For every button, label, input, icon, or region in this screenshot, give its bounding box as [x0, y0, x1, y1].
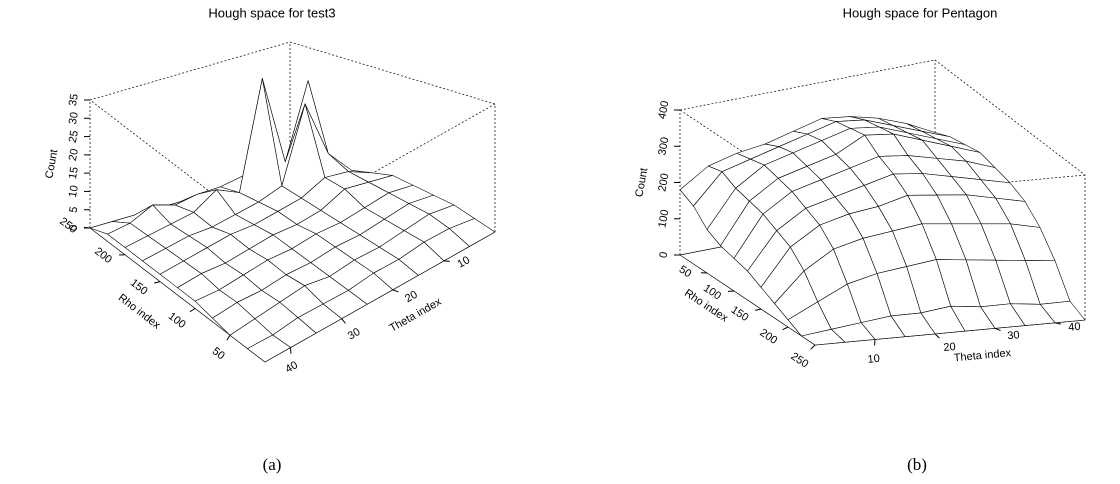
x-tick-label: 40 — [1068, 321, 1081, 334]
z-tick-label: 25 — [67, 129, 81, 143]
z-axis-label: Count — [633, 167, 650, 198]
z-tick-label: 300 — [656, 136, 671, 156]
z-tick-label: 15 — [67, 166, 81, 180]
z-axis-label: Count — [43, 148, 60, 179]
y-tick — [226, 334, 231, 341]
z-tick-label: 30 — [67, 111, 81, 125]
y-axis-label: Rho index — [116, 292, 163, 332]
z-tick-label: 200 — [656, 172, 671, 192]
z-tick-label: 0 — [67, 224, 80, 232]
z-tick-label: 0 — [657, 251, 670, 259]
y-tick-label: 100 — [166, 310, 188, 331]
y-tick-label: 200 — [92, 245, 114, 266]
y-tick — [154, 281, 161, 284]
x-tick-label: 20 — [943, 341, 956, 354]
x-tick-label: 30 — [1007, 329, 1020, 342]
x-tick-label: 40 — [283, 359, 300, 375]
y-tick-label: 150 — [729, 304, 751, 324]
x-tick-label: 10 — [867, 353, 880, 366]
y-tick — [810, 344, 816, 350]
z-tick-label: 10 — [67, 184, 81, 198]
x-tick-label: 30 — [346, 326, 363, 342]
x-tick — [994, 327, 1001, 332]
chart-title: Hough space for Pentagon — [843, 5, 998, 20]
box-edge — [679, 59, 936, 111]
z-tick-label: 20 — [67, 148, 81, 162]
y-tick — [782, 326, 789, 331]
chart-title: Hough space for test3 — [208, 5, 335, 20]
y-tick-label: 50 — [210, 345, 227, 362]
caption: (b) — [907, 455, 927, 474]
z-tick-label: 100 — [656, 209, 671, 229]
box-edge — [289, 41, 496, 105]
y-tick-label: 50 — [677, 263, 694, 280]
surface-cell — [801, 329, 846, 346]
box-edge — [934, 59, 1086, 176]
x-tick-label: 10 — [455, 254, 472, 270]
x-tick — [341, 318, 346, 324]
y-tick-label: 250 — [789, 350, 811, 370]
x-tick — [392, 289, 399, 293]
x-axis-label: Theta index — [953, 347, 1012, 364]
y-tick — [189, 307, 196, 313]
y-tick-label: 150 — [128, 277, 150, 298]
z-tick-label: 5 — [67, 206, 80, 214]
x-tick — [934, 333, 940, 339]
caption: (a) — [263, 455, 282, 474]
x-tick-label: 20 — [403, 289, 420, 305]
z-tick-label: 35 — [67, 93, 81, 107]
box-edge — [679, 254, 816, 346]
x-axis-label: Theta index — [388, 296, 444, 335]
surface-cell — [247, 334, 291, 363]
y-tick-label: 200 — [757, 327, 779, 347]
box-edge — [89, 41, 291, 101]
y-tick — [755, 308, 762, 311]
z-tick-label: 400 — [656, 100, 671, 120]
x-tick — [1054, 322, 1061, 325]
